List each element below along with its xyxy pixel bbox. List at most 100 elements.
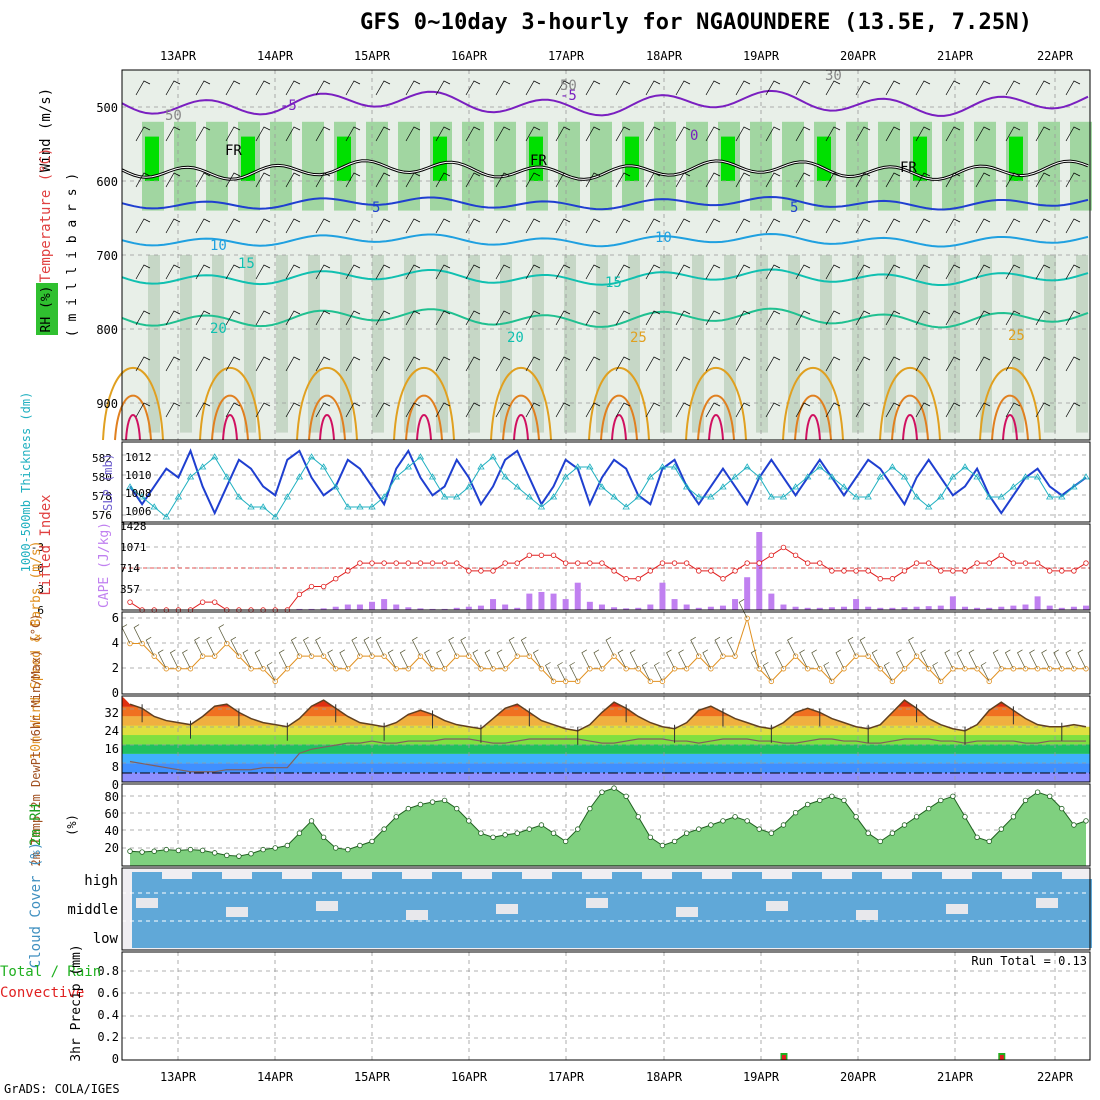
- thickness-line-point: [900, 473, 909, 480]
- wind-barb: [315, 356, 331, 372]
- isotherm-30: [794, 394, 832, 441]
- thickness-line-point: [440, 493, 449, 500]
- wind-barb: [1065, 218, 1081, 234]
- wind-barb: [285, 310, 301, 326]
- lifted-index-line-point: [865, 568, 871, 574]
- wind10-barb: [835, 649, 845, 669]
- lifted-index-line-point: [393, 560, 399, 566]
- cape-bar: [647, 604, 654, 610]
- rh2m-line-point: [478, 830, 484, 836]
- wind-barb: [555, 356, 571, 372]
- cloud-low-block: [732, 922, 762, 948]
- rh-lower-column: [308, 255, 320, 433]
- temp2m-frame: [121, 695, 1091, 783]
- rh-lower-column: [724, 255, 736, 433]
- wind-barb: [1005, 172, 1021, 188]
- rh2m-line-point: [357, 842, 363, 849]
- wind-barb: [465, 310, 481, 326]
- wind-barb: [405, 80, 421, 96]
- lifted-index-line-point: [720, 576, 726, 582]
- wind10-barb: [436, 649, 445, 669]
- lifted-index-line-point: [599, 560, 605, 566]
- thickness-line-point: [598, 483, 606, 490]
- thickness-line-point: [465, 483, 473, 490]
- cloud-mid-block: [462, 894, 492, 922]
- lifted-index-line: [129, 546, 1087, 611]
- rh2m-line-point: [260, 846, 266, 853]
- lifted-index-line-point: [986, 560, 992, 566]
- thickness-line-point: [477, 463, 485, 470]
- cloud-mid-block: [882, 894, 912, 922]
- cloud-mid-block: [702, 894, 732, 922]
- wind-barb: [1065, 356, 1081, 372]
- wind10-barb: [472, 649, 482, 669]
- rh-column: [366, 121, 388, 211]
- thickness-line-point: [707, 493, 715, 500]
- wind-barb: [225, 356, 241, 372]
- cloud-mid-block: [372, 894, 402, 922]
- lifted-index-line-point: [212, 599, 218, 605]
- wind-barb: [765, 218, 781, 234]
- thickness-line-point: [186, 473, 195, 480]
- wind-barb: [435, 218, 451, 234]
- cape-bar: [1034, 596, 1041, 610]
- pressure-tick-label: 900: [96, 397, 118, 411]
- cape-tick-label: 357: [120, 583, 140, 596]
- temp-band: [122, 772, 1090, 783]
- wind-barb: [165, 218, 181, 234]
- wind-barb: [855, 264, 871, 280]
- rh-lower-column: [372, 255, 384, 433]
- wind-barb: [465, 80, 481, 96]
- wind-barb: [285, 218, 301, 234]
- rh-lower-column: [756, 255, 768, 433]
- rh-lower-column: [1044, 255, 1056, 433]
- thickness-line-point: [138, 493, 146, 500]
- cloud-high-block: [612, 872, 642, 894]
- rh-core: [625, 136, 639, 181]
- rh-lower-column: [404, 255, 416, 433]
- rh2m-line-point: [393, 814, 399, 820]
- wind-barb: [375, 356, 391, 372]
- rh2m-line-point: [417, 801, 424, 808]
- footer-credit: GrADS: COLA/IGES: [4, 1082, 120, 1096]
- wind-barb: [645, 356, 661, 372]
- cape-bar: [877, 607, 884, 610]
- rh2m-line-point: [889, 830, 896, 836]
- isotherm-30: [891, 394, 929, 441]
- lifted-index-line-point: [817, 560, 823, 566]
- wind-barb: [525, 172, 541, 188]
- thickness-line-point: [767, 493, 776, 500]
- cape-bar: [490, 599, 497, 610]
- cape-axis-label: CAPE (J/kg): [97, 522, 112, 608]
- rh2m-line-point: [272, 845, 278, 851]
- rh2m-line-point: [1034, 789, 1041, 795]
- thickness-line-point: [949, 473, 957, 480]
- cloud-gap: [586, 898, 608, 908]
- wind10-barb: [1017, 649, 1026, 669]
- wind10-barb: [968, 649, 978, 669]
- rh2m-line-point: [127, 848, 133, 854]
- thickness-line-point: [840, 483, 848, 490]
- precip-conv-bar: [999, 1055, 1004, 1060]
- lifted-index-line-point: [405, 560, 412, 566]
- cape-bar: [477, 605, 484, 610]
- isotherm-25: [588, 366, 650, 441]
- rh-lower-column: [788, 255, 800, 433]
- rh-core: [241, 136, 255, 181]
- thickness-line-point: [283, 493, 292, 500]
- contour-label: 50: [165, 108, 182, 124]
- cloud-low-block: [552, 922, 582, 948]
- wind-barb: [975, 402, 991, 418]
- wind-barb: [165, 80, 181, 96]
- wind-barb: [285, 172, 301, 188]
- rh-column: [590, 121, 612, 211]
- wind-barb: [885, 356, 901, 372]
- wind-barb: [735, 264, 751, 280]
- rh2m-tick-label: 80: [105, 790, 119, 804]
- wind-barb: [675, 356, 691, 372]
- wind-barb: [705, 264, 721, 280]
- cloud-low-block: [522, 922, 552, 948]
- wind-barb: [855, 80, 871, 96]
- date-label-top: 21APR: [937, 49, 974, 63]
- lifted-index-line-point: [1071, 568, 1077, 574]
